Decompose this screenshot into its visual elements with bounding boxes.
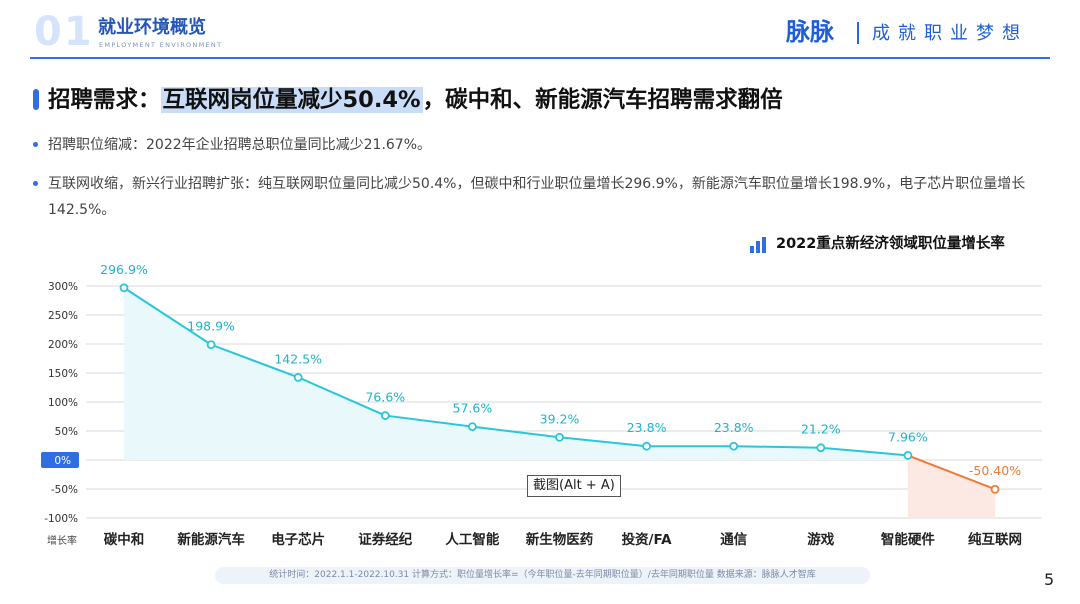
x-tick-label: 通信 (720, 531, 747, 548)
bullet-item: 互联网收缩，新兴行业招聘扩张：纯互联网职位量同比减少50.4%，但碳中和行业职位… (33, 171, 1038, 223)
series-line-positive (123, 286, 908, 457)
brand-divider (857, 22, 859, 44)
headline-suffix: ，碳中和、新能源汽车招聘需求翻倍 (422, 87, 783, 113)
data-label: 296.9% (100, 262, 148, 277)
x-tick-label: 投资/FA (622, 531, 673, 548)
x-axis-label: 增长率 (47, 534, 77, 547)
page-number: 5 (1044, 570, 1055, 589)
x-tick-label: 电子芯片 (271, 531, 325, 548)
section-subtitle: EMPLOYMENT ENVIRONMENT (99, 41, 223, 49)
data-point (206, 340, 216, 350)
section-title: 就业环境概览 (98, 17, 206, 38)
data-point (293, 372, 303, 382)
data-label: 39.2% (540, 411, 580, 426)
bullet-dot-icon (33, 142, 38, 147)
y-tick-label: -50% (51, 484, 78, 496)
bar-chart-icon (750, 237, 770, 253)
y-tick-label: 300% (48, 281, 78, 293)
bullet-item: 招聘职位缩减：2022年企业招聘总职位量同比减少21.67%。 (33, 132, 1048, 158)
data-point (555, 432, 564, 442)
data-label: 198.9% (187, 319, 235, 334)
data-point (467, 422, 477, 431)
data-label: 7.96% (888, 429, 928, 444)
data-label: 76.6% (365, 390, 405, 405)
y-tick-label: 250% (48, 310, 78, 322)
brand-slogan: 成就职业梦想 (872, 23, 1028, 44)
y-tick-label: 100% (48, 397, 78, 409)
x-tick-label: 新能源汽车 (177, 531, 245, 548)
headline-prefix: 招聘需求： (48, 87, 161, 113)
data-point (642, 441, 651, 451)
bullet-dot-icon (33, 181, 38, 186)
y-tick-label: 150% (48, 368, 78, 380)
y-tick-label: 200% (48, 339, 78, 351)
positive-area (124, 287, 908, 460)
data-point (816, 443, 826, 453)
x-tick-label: 智能硬件 (881, 531, 935, 548)
y-tick-label: 0% (54, 455, 71, 467)
header-divider (30, 57, 1050, 59)
page-headline: 招聘需求：互联网岗位量减少50.4%，碳中和、新能源汽车招聘需求翻倍 (48, 84, 783, 116)
series-line-negative (907, 454, 996, 491)
page-header: 01 就业环境概览 EMPLOYMENT ENVIRONMENT 脉脉 成就职业… (0, 0, 1080, 60)
chart-title: 2022重点新经济领域职位量增长率 (776, 236, 1005, 252)
x-tick-label: 碳中和 (104, 531, 145, 548)
footer-note: 统计时间：2022.1.1-2022.10.31 计算方式：职位量增长率=（今年… (215, 567, 870, 584)
data-label: -50.40% (969, 463, 1021, 478)
x-tick-label: 人工智能 (445, 531, 499, 548)
x-tick-label: 新生物医药 (526, 531, 594, 548)
y-tick-label: -100% (44, 513, 78, 525)
section-number: 01 (34, 9, 94, 55)
headline-highlight: 互联网岗位量减少50.4% (160, 87, 423, 113)
data-point (990, 484, 1000, 494)
data-label: 57.6% (453, 401, 493, 416)
data-label: 142.5% (274, 351, 322, 366)
data-point (119, 283, 129, 293)
y-tick-label: 50% (55, 426, 78, 438)
data-point (729, 441, 739, 451)
x-tick-label: 纯互联网 (968, 531, 1022, 548)
data-point (903, 450, 913, 460)
brand-logo: 脉脉 (786, 18, 834, 46)
zero-tick-highlight (41, 452, 79, 468)
screenshot-tooltip: 截图(Alt + A) (527, 475, 621, 497)
data-label: 23.8% (627, 420, 667, 435)
headline-marker (33, 89, 39, 110)
data-label: 21.2% (801, 422, 841, 437)
x-tick-label: 游戏 (807, 531, 834, 548)
bullet-text: 招聘职位缩减：2022年企业招聘总职位量同比减少21.67%。 (48, 137, 432, 153)
data-point (380, 411, 390, 420)
negative-area (907, 455, 995, 518)
data-label: 23.8% (714, 420, 754, 435)
x-tick-label: 证券经纪 (358, 531, 412, 548)
bullet-text: 互联网收缩，新兴行业招聘扩张：纯互联网职位量同比减少50.4%，但碳中和行业职位… (48, 176, 1026, 218)
